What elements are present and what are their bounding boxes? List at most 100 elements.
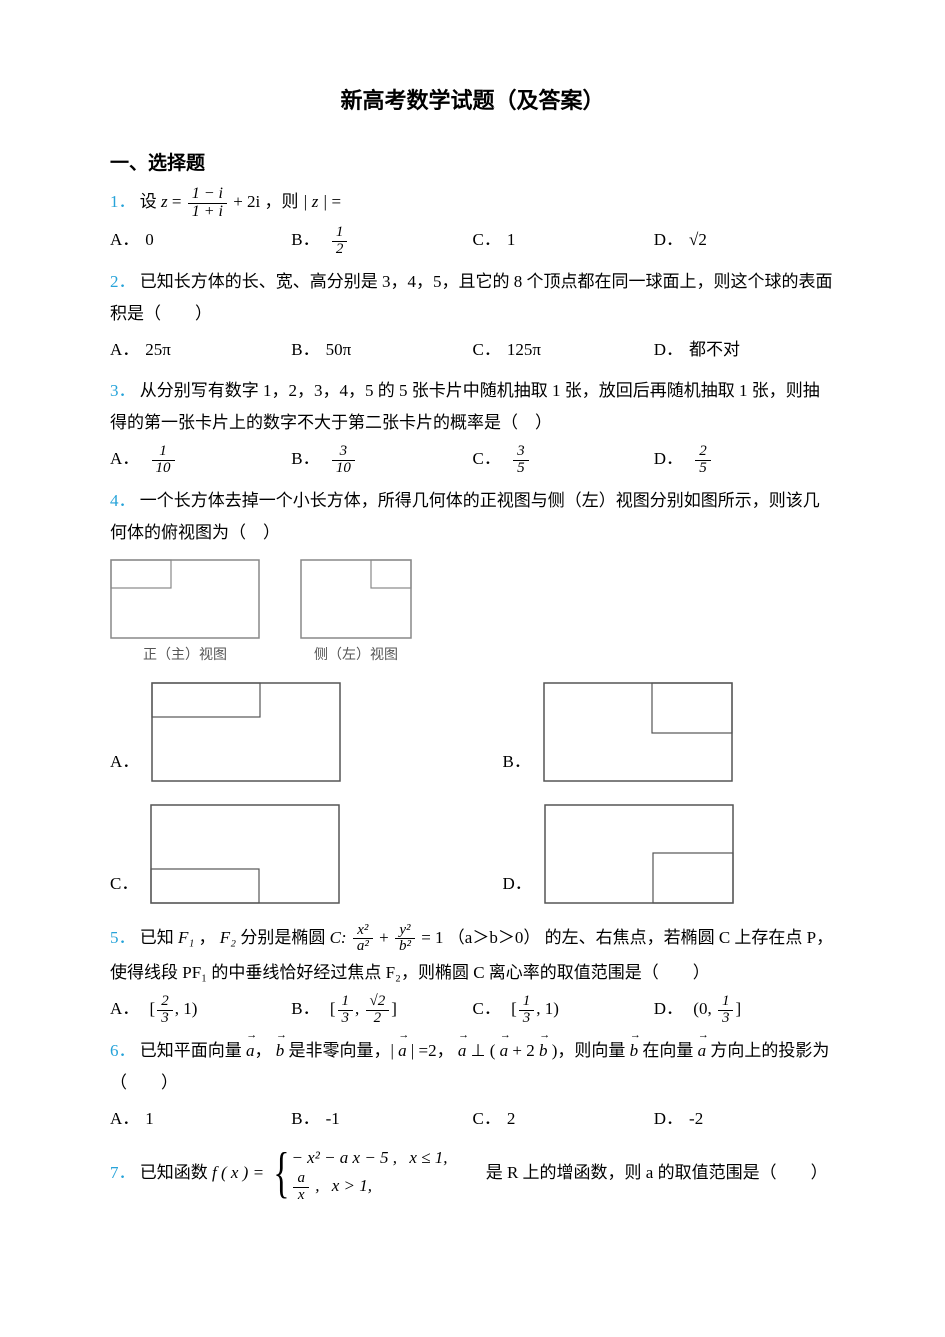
q1-suffix2: = — [332, 192, 342, 211]
q6-a4: a — [500, 1035, 509, 1067]
q7-r2-frac: a x — [293, 1171, 309, 1204]
front-view-caption: 正（主）视图 — [110, 643, 260, 670]
q6-s1: 已知平面向量 — [140, 1041, 246, 1060]
q6-a1: a — [246, 1035, 255, 1067]
q1-number: 1． — [110, 192, 136, 211]
q6-a3: a — [458, 1035, 467, 1067]
q3-opt-B: B． 310 — [291, 443, 472, 476]
q1-opt-C: C．1 — [473, 224, 654, 257]
q5-b2: b² — [395, 939, 415, 955]
q4-given-views: 正（主）视图 侧（左）视图 — [110, 559, 835, 670]
q6-close: )，则向量 — [552, 1041, 630, 1060]
q5-s1: 已知 — [140, 928, 178, 947]
q7-piecewise: − x² − a x − 5 , x ≤ 1, a x , x > 1, — [291, 1144, 447, 1204]
q4-number: 4． — [110, 491, 136, 510]
q5-a2: a² — [353, 939, 373, 955]
q1-opt-B: B． 1 2 — [291, 224, 472, 257]
q5D-n: 1 — [718, 994, 734, 1011]
question-4: 4． 一个长方体去掉一个小长方体，所得几何体的正视图与侧（左）视图分别如图所示，… — [110, 485, 835, 550]
q5-F2: F₂ — [220, 928, 236, 947]
q6-s4: 在向量 — [642, 1041, 697, 1060]
q5-eq1: = 1 — [421, 928, 443, 947]
q4-stem: 一个长方体去掉一个小长方体，所得几何体的正视图与侧（左）视图分别如图所示，则该几… — [110, 491, 820, 542]
q4-D-svg — [544, 804, 734, 904]
q5-x2: x² — [353, 923, 373, 940]
q3-options: A． 110 B． 310 C． 35 D． 25 — [110, 443, 835, 476]
q5Bl-d: 3 — [338, 1011, 354, 1027]
question-5: 5． 已知 F₁ ， F₂ 分别是椭圆 C: x²a² + y²b² = 1 （… — [110, 922, 835, 955]
q6-options: A．1 B．-1 C．2 D．-2 — [110, 1103, 835, 1135]
q1-fraction: 1 − i 1 + i — [188, 186, 227, 221]
q5A-d: 3 — [157, 1011, 173, 1027]
q7-r2n: a — [293, 1171, 309, 1188]
q5-y2: y² — [395, 923, 415, 940]
q4-A-svg — [151, 682, 341, 782]
q3-opt-C: C． 35 — [473, 443, 654, 476]
q6-plus2b: + 2 — [512, 1041, 534, 1060]
q6-opt-D: D．-2 — [654, 1103, 835, 1135]
q2-opt-C: C．125π — [473, 334, 654, 366]
q5Bl-n: 1 — [338, 994, 354, 1011]
q2-opt-B: B．50π — [291, 334, 472, 366]
q4-B-svg — [543, 682, 733, 782]
q7-s1: 已知函数 — [140, 1162, 212, 1181]
q1-opt-A: A．0 — [110, 224, 291, 257]
q3-A-den: 10 — [152, 461, 175, 477]
q3-D-den: 5 — [695, 461, 711, 477]
q3-B-den: 10 — [332, 461, 355, 477]
question-6: 6． 已知平面向量 a， b 是非零向量，| a | =2， a ⊥ ( a +… — [110, 1035, 835, 1100]
q5-C: C: — [330, 928, 351, 947]
q4-side-view: 侧（左）视图 — [300, 559, 412, 670]
q3-opt-A: A． 110 — [110, 443, 291, 476]
q2-number: 2． — [110, 272, 136, 291]
q5C-n: 1 — [519, 994, 535, 1011]
left-brace-icon: { — [274, 1148, 290, 1198]
q5-s2: 分别是椭圆 — [240, 928, 329, 947]
question-7: 7． 已知函数 f ( x ) = { − x² − a x − 5 , x ≤… — [110, 1144, 835, 1204]
q5-c1: ， — [199, 928, 216, 947]
q6C: 2 — [507, 1109, 516, 1128]
q1-suffix1: ，则 — [265, 192, 303, 211]
q4-choice-C: C． — [110, 804, 443, 904]
q5C-d: 3 — [519, 1011, 535, 1027]
q1-opt-A-val: 0 — [145, 230, 154, 249]
q6-s2: 是非零向量，| — [289, 1041, 399, 1060]
q5-opt-B: B． [13, √22] — [291, 993, 472, 1026]
q2-opt-B-val: 50π — [326, 340, 352, 359]
question-1: 1． 设 z = 1 − i 1 + i + 2i ，则 | z | = — [110, 186, 835, 221]
q4-front-view: 正（主）视图 — [110, 559, 260, 670]
q1-frac-den: 1 + i — [188, 204, 227, 221]
q5-opt-D: D． (0, 13] — [654, 993, 835, 1026]
exam-page: 新高考数学试题（及答案） 一、选择题 1． 设 z = 1 − i 1 + i … — [0, 0, 945, 1245]
q2-options: A．25π B．50π C．125π D．都不对 — [110, 334, 835, 366]
q5-opt-C: C． [13, 1) — [473, 993, 654, 1026]
q6-a2: a — [398, 1035, 407, 1067]
q3-number: 3． — [110, 381, 136, 400]
q1-opt-B-num: 1 — [332, 225, 348, 242]
q6-number: 6． — [110, 1041, 136, 1060]
q3-B-num: 3 — [332, 444, 355, 461]
q1-eq: = — [172, 192, 186, 211]
q2-opt-A-val: 25π — [145, 340, 171, 359]
q5-plus: + — [379, 928, 393, 947]
side-view-svg — [300, 559, 412, 639]
q3-stem: 从分别写有数字 1，2，3，4，5 的 5 张卡片中随机抽取 1 张，放回后再随… — [110, 381, 820, 432]
q1-opt-D: D．√2 — [654, 224, 835, 257]
q3-C-num: 3 — [513, 444, 529, 461]
question-2: 2． 已知长方体的长、宽、高分别是 3，4，5，且它的 8 个顶点都在同一球面上… — [110, 266, 835, 331]
q3-D-num: 2 — [695, 444, 711, 461]
q5Br-n: √2 — [366, 994, 390, 1011]
q3-C-den: 5 — [513, 461, 529, 477]
q5-line2: 使得线段 PF₁ 的中垂线恰好经过焦点 F₂，则椭圆 C 离心率的取值范围是（ … — [110, 957, 835, 989]
q1-opt-D-val: √2 — [689, 230, 707, 249]
q5-cond: （a＞b＞0） — [448, 928, 541, 947]
q1-opt-C-val: 1 — [507, 230, 516, 249]
q5-s3: 的左、右焦点，若椭圆 C 上存在点 P， — [545, 928, 834, 947]
q1-absz: | z | — [303, 192, 327, 211]
q4-choice-B: B． — [503, 682, 836, 782]
q2-opt-C-val: 125π — [507, 340, 541, 359]
front-view-svg — [110, 559, 260, 639]
page-title: 新高考数学试题（及答案） — [110, 80, 835, 122]
q4-choice-D: D． — [503, 804, 836, 904]
q3-opt-D: D． 25 — [654, 443, 835, 476]
